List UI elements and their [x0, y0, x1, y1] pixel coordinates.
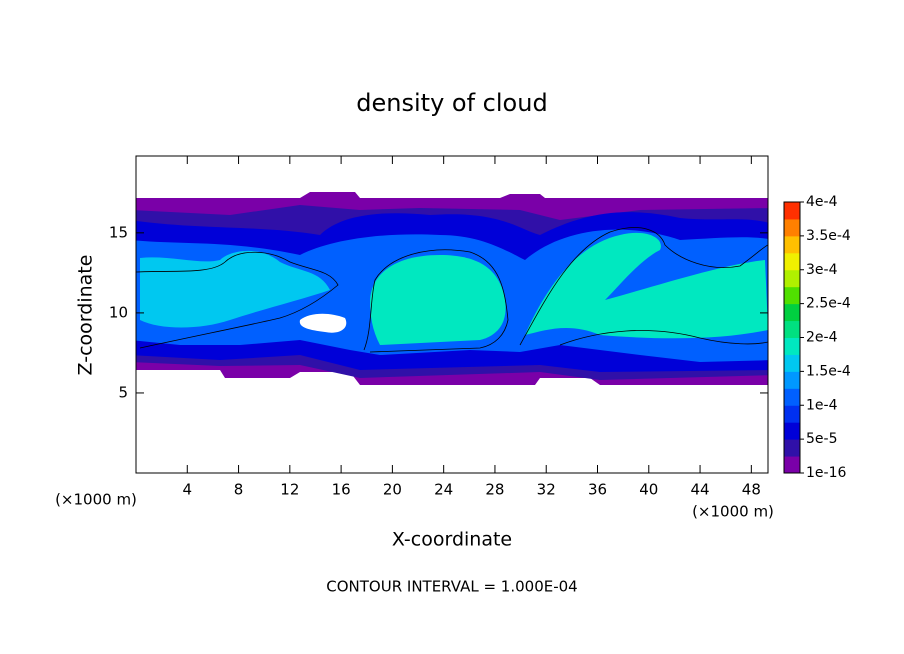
- colorbar-band: [784, 218, 800, 237]
- colorbar-band: [784, 202, 800, 220]
- contour-line: [136, 251, 339, 349]
- colorbar-band: [784, 354, 800, 372]
- colorbar-band: [784, 371, 800, 389]
- colorbar-band: [784, 405, 800, 423]
- colorbar-band: [784, 388, 800, 406]
- y-axis-label: Z-coordinate: [75, 255, 97, 376]
- colorbar-band: [784, 337, 800, 355]
- colorbar-band: [784, 456, 800, 474]
- colorbar-label: 1e-4: [806, 397, 838, 413]
- colorbar-label: 5e-5: [806, 431, 837, 447]
- contour-line: [519, 227, 768, 346]
- x-unit: (×1000 m): [692, 503, 774, 521]
- x-tick-label: 44: [691, 481, 710, 499]
- y-tick-label: 15: [109, 223, 128, 241]
- y-unit: (×1000 m): [55, 491, 137, 509]
- colorbar-label: 3e-4: [806, 262, 838, 278]
- x-tick-label: 20: [383, 481, 402, 499]
- contour-line: [363, 249, 509, 353]
- colorbar-label: 1.5e-4: [806, 363, 851, 379]
- y-tick-label: 10: [109, 303, 128, 321]
- field-region: [150, 261, 260, 312]
- field-region: [370, 255, 506, 345]
- plot-frame: [135, 155, 769, 474]
- x-tick-label: 12: [280, 481, 299, 499]
- x-tick-label: 28: [485, 481, 504, 499]
- x-tick-label: 8: [234, 481, 244, 499]
- colorbar-label: 2.5e-4: [806, 296, 851, 312]
- colorbar-band: [784, 320, 800, 338]
- colorbar-band: [784, 235, 800, 254]
- colorbar-band: [784, 422, 800, 440]
- colorbar-band: [784, 252, 800, 271]
- field-region: [525, 232, 768, 339]
- x-tick-label: 40: [639, 481, 658, 499]
- y-tick-label: 5: [118, 383, 128, 401]
- x-tick-label: 36: [588, 481, 607, 499]
- footnote: CONTOUR INTERVAL = 1.000E-04: [326, 578, 577, 596]
- colorbar-label: 1e-16: [806, 465, 846, 481]
- colorbar-label: 4e-4: [806, 194, 838, 210]
- colorbar-label: 2e-4: [806, 330, 838, 346]
- contour-line: [559, 330, 768, 346]
- chart-title: density of cloud: [356, 89, 547, 117]
- colorbar-band: [784, 439, 800, 457]
- colorbar-band: [784, 303, 800, 322]
- colorbar-band: [784, 269, 800, 288]
- x-tick-label: 32: [537, 481, 556, 499]
- x-tick-label: 4: [183, 481, 193, 499]
- x-tick-label: 48: [742, 481, 761, 499]
- field-gap: [299, 313, 347, 333]
- x-tick-label: 24: [434, 481, 453, 499]
- field: [136, 192, 768, 385]
- x-tick-label: 16: [332, 481, 351, 499]
- colorbar-label: 3.5e-4: [806, 228, 851, 244]
- colorbar-band: [784, 286, 800, 305]
- x-axis-label: X-coordinate: [392, 529, 512, 551]
